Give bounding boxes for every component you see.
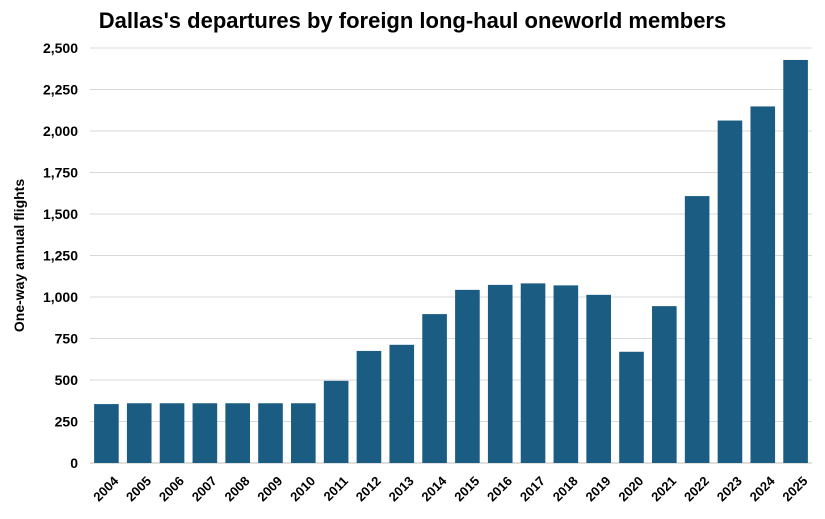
x-tick-label: 2007 bbox=[189, 473, 220, 504]
bar-2010 bbox=[291, 403, 316, 463]
x-tick-label: 2004 bbox=[90, 473, 122, 505]
bar-2004 bbox=[94, 404, 119, 463]
x-tick-label: 2019 bbox=[583, 473, 614, 504]
y-tick-label: 500 bbox=[55, 372, 79, 388]
x-tick-label: 2010 bbox=[287, 473, 318, 504]
x-tick-label: 2014 bbox=[418, 473, 450, 505]
bar-2005 bbox=[126, 403, 152, 463]
bar-2014 bbox=[422, 314, 447, 463]
gridlines bbox=[90, 47, 812, 464]
x-tick-label: 2018 bbox=[550, 473, 581, 504]
y-tick-label: 2,250 bbox=[43, 82, 78, 98]
y-axis-ticks: 0 250 500 750 1,000 1,250 1,500 1,750 2,000 2,250… bbox=[43, 40, 78, 471]
x-tick-label: 2017 bbox=[517, 473, 548, 504]
bar-2024 bbox=[750, 106, 776, 463]
x-tick-label: 2025 bbox=[779, 473, 810, 504]
y-tick-label: 750 bbox=[55, 331, 79, 347]
x-tick-label: 2022 bbox=[681, 473, 712, 504]
chart-title: Dallas's departures by foreign long-haul… bbox=[98, 8, 727, 33]
bar-2022 bbox=[684, 196, 710, 463]
bar-2013 bbox=[389, 344, 415, 463]
bar-2021 bbox=[652, 306, 677, 463]
bar-2015 bbox=[455, 289, 480, 463]
bar-2025 bbox=[783, 59, 808, 464]
x-tick-label: 2006 bbox=[156, 473, 187, 504]
x-tick-label: 2024 bbox=[747, 473, 779, 505]
x-tick-label: 2015 bbox=[451, 473, 482, 504]
x-tick-label: 2021 bbox=[648, 473, 679, 504]
bar-2008 bbox=[225, 403, 250, 463]
y-tick-label: 250 bbox=[55, 414, 79, 430]
bar-2017 bbox=[520, 283, 546, 463]
bar-2007 bbox=[192, 403, 218, 463]
y-tick-label: 1,500 bbox=[43, 206, 78, 222]
x-tick-label: 2011 bbox=[320, 473, 351, 504]
y-tick-label: 1,750 bbox=[43, 165, 78, 181]
y-tick-label: 1,250 bbox=[43, 248, 78, 264]
bar-2020 bbox=[619, 351, 644, 463]
x-axis-ticks: 2004 2005 2006 2007 2008 2009 2010 2011 2012 2013… bbox=[90, 473, 810, 505]
bars bbox=[94, 59, 808, 464]
x-tick-label: 2023 bbox=[714, 473, 745, 504]
x-tick-label: 2008 bbox=[222, 473, 253, 504]
y-axis-label: One-way annual flights bbox=[11, 179, 27, 332]
bar-2019 bbox=[586, 294, 611, 463]
x-tick-label: 2009 bbox=[254, 473, 285, 504]
x-tick-label: 2012 bbox=[353, 473, 384, 504]
bar-2023 bbox=[717, 120, 743, 464]
y-tick-label: 0 bbox=[70, 455, 78, 471]
x-tick-label: 2016 bbox=[484, 473, 515, 504]
bar-2012 bbox=[356, 350, 382, 463]
y-tick-label: 2,500 bbox=[43, 40, 78, 56]
bar-2018 bbox=[553, 285, 579, 463]
y-tick-label: 1,000 bbox=[43, 289, 78, 305]
x-tick-label: 2020 bbox=[615, 473, 646, 504]
y-tick-label: 2,000 bbox=[43, 123, 78, 139]
x-tick-label: 2005 bbox=[123, 473, 154, 504]
bar-2009 bbox=[258, 403, 283, 463]
bar-2016 bbox=[487, 284, 513, 463]
bar-2011 bbox=[323, 380, 349, 463]
x-tick-label: 2013 bbox=[386, 473, 417, 504]
bar-2006 bbox=[159, 403, 185, 463]
